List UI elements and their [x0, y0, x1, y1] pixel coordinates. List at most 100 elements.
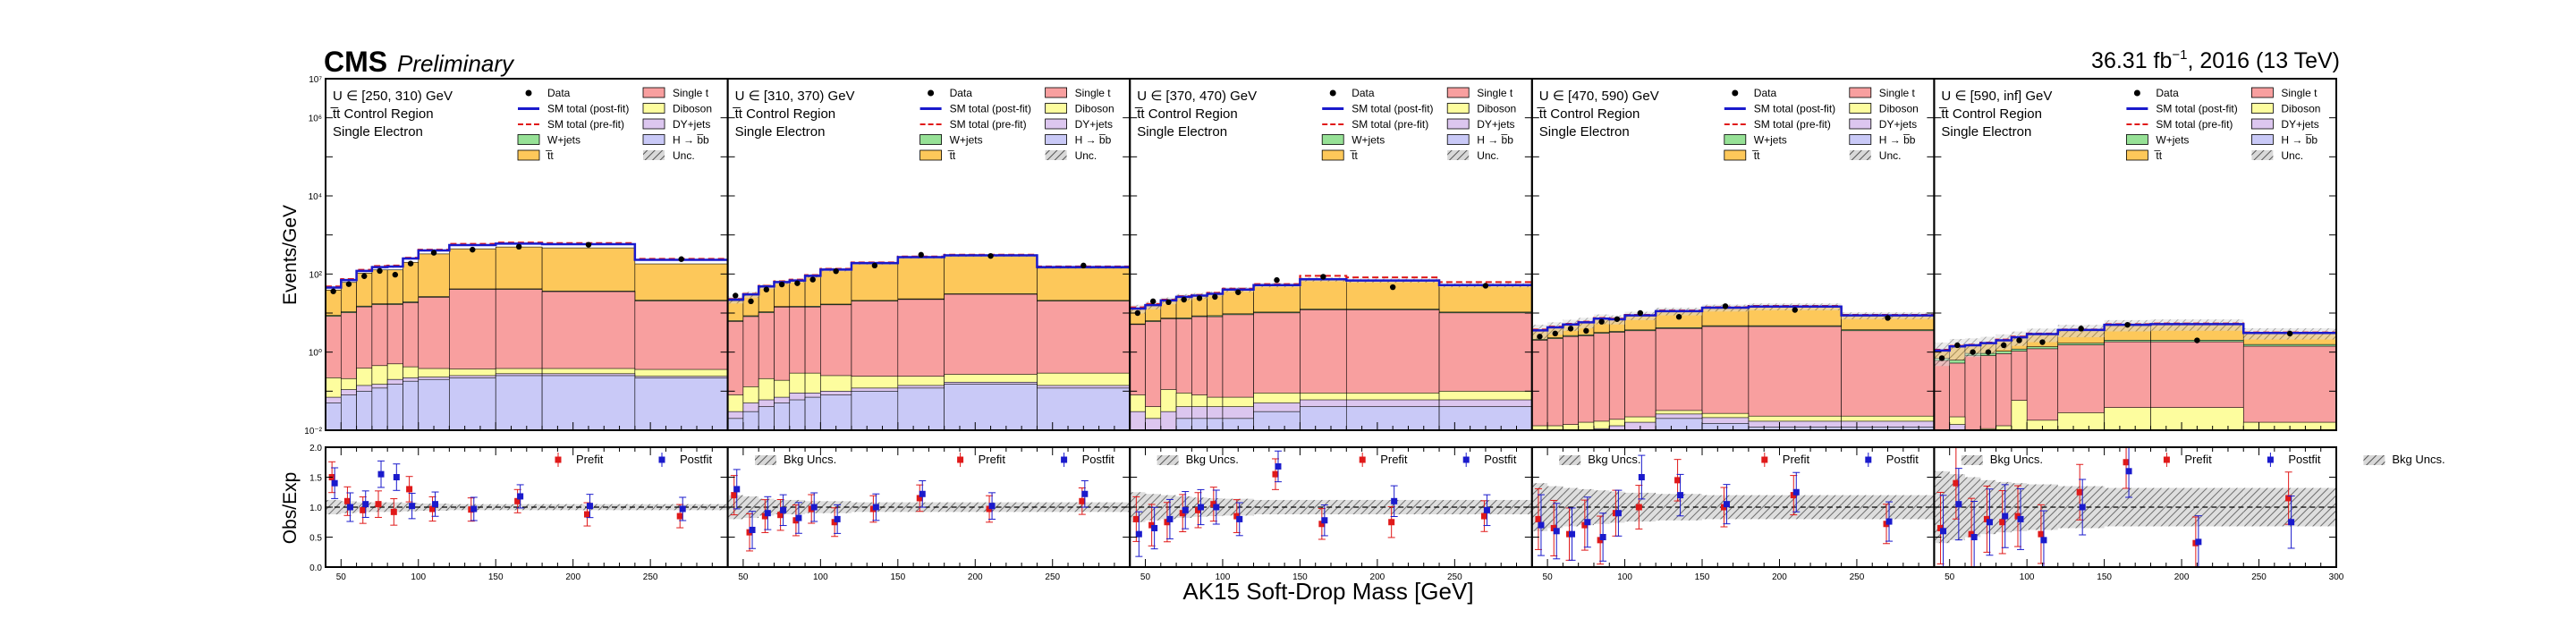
legend-box-ttbar: [1724, 149, 1747, 161]
ratio-point-post_fit: [1792, 488, 1800, 496]
data-point: [809, 276, 816, 283]
data-point: [794, 280, 801, 286]
legend-box-h_bb: [1045, 134, 1067, 145]
legend-box-w_jets: [517, 134, 540, 145]
y-tick-label: 10²: [309, 270, 323, 280]
x-tick-label: 250: [1045, 572, 1060, 582]
ratio-legend-label-pre_fit: Prefit: [1380, 453, 1408, 466]
stack-bar-h_bb: [789, 399, 806, 431]
legend-marker-data: [928, 89, 935, 97]
legend-box-dy_jets: [642, 118, 665, 130]
ratio-y-tick-label: 1.0: [309, 504, 322, 513]
ratio-point-pre_fit: [1999, 519, 2006, 526]
panel-5: U ∈ [590, inf] GeV t̅t Control Region Sing…: [1933, 78, 2445, 582]
data-point: [2286, 330, 2293, 337]
legend-box-ttbar: [919, 149, 942, 161]
unc-band: [1964, 338, 1981, 358]
panel-4: U ∈ [470, 590) GeV t̅t Control Region Sing…: [1530, 78, 2043, 582]
ratio-point-post_fit: [1391, 497, 1398, 504]
data-point: [871, 262, 878, 269]
legend-label-pre_fit: SM total (pre-fit): [950, 118, 1027, 131]
panel-3: U ∈ [370, 470) GeV t̅t Control Region Sing…: [1129, 78, 1640, 582]
legend-label-diboson: Diboson: [1075, 103, 1114, 115]
legend-box-single_t: [2250, 87, 2274, 98]
legend-box-ttbar: [517, 149, 540, 161]
y-axis-title-top: Events/GeV: [280, 205, 301, 305]
legend-label-data: Data: [1754, 87, 1777, 99]
x-tick-label: 300: [2329, 572, 2344, 582]
legend-box-h_bb: [1849, 134, 1872, 145]
legend-label-h_bb: H → b̅b: [673, 134, 709, 147]
ratio-legend-label-pre_fit: Prefit: [979, 453, 1006, 466]
legend-label-single_t: Single t: [2281, 87, 2318, 99]
stack-bar-h_bb: [356, 391, 373, 431]
legend-label-dy_jets: DY+jets: [673, 118, 710, 131]
panel-met-range: U ∈ [590, inf] GeV: [1941, 89, 2052, 104]
ratio-point-pre_fit: [360, 506, 367, 513]
stack-bar-dy_jets: [1145, 418, 1162, 431]
legend-label-dy_jets: DY+jets: [1477, 118, 1514, 131]
y-tick-label: 10⁻²: [304, 427, 322, 436]
ratio-legend-marker: [555, 456, 562, 463]
data-point: [430, 250, 437, 256]
legend-label-unc: Unc.: [2281, 149, 2303, 162]
legend-label-ttbar: t̅t: [2154, 149, 2163, 162]
data-point: [515, 243, 522, 250]
legend-marker-data: [2133, 89, 2140, 97]
stack-bar-h_bb: [897, 387, 945, 431]
ratio-unc-band: [1593, 490, 1610, 524]
x-tick-label: 200: [1772, 572, 1787, 582]
ratio-point-post_fit: [1538, 521, 1545, 529]
ratio-point-pre_fit: [343, 497, 351, 504]
legend-label-pre_fit: SM total (pre-fit): [547, 118, 624, 131]
panel-region: t̅t Control Region: [733, 106, 836, 122]
legend-label-dy_jets: DY+jets: [1075, 118, 1113, 131]
ratio-point-pre_fit: [2123, 459, 2130, 466]
ratio-point-post_fit: [2002, 513, 2009, 520]
x-tick-label: 200: [1370, 572, 1385, 582]
panel-met-range: U ∈ [470, 590) GeV: [1539, 89, 1659, 104]
ratio-legend-box: [1157, 455, 1179, 465]
data-point: [1537, 334, 1543, 340]
stack-bar-h_bb: [541, 375, 636, 431]
panel-channel: Single Electron: [1137, 124, 1227, 140]
legend-label-post_fit: SM total (post-fit): [1352, 103, 1433, 115]
ratio-legend-marker: [2163, 456, 2170, 463]
experiment-label: CMS: [324, 46, 387, 78]
legend-marker-data: [1329, 89, 1336, 97]
x-tick-label: 100: [2020, 572, 2035, 582]
ratio-legend-label-pre_fit: Prefit: [2184, 453, 2212, 466]
legend-box-single_t: [1849, 87, 1872, 98]
legend-label-diboson: Diboson: [2281, 103, 2320, 115]
stack-bar-h_bb: [418, 378, 450, 431]
stack-bar-single_t: [1748, 326, 1842, 431]
ratio-point-post_fit: [1198, 504, 1205, 511]
data-point: [1389, 284, 1396, 291]
status-label: Preliminary: [397, 50, 515, 77]
ratio-legend-label-unc: Bkg Uncs.: [2392, 453, 2445, 466]
ratio-point-pre_fit: [583, 511, 590, 518]
data-point: [1885, 315, 1891, 321]
stack-bar-h_bb: [340, 394, 357, 431]
ratio-point-pre_fit: [429, 505, 436, 513]
post-fit-line: [727, 254, 1131, 301]
legend-label-data: Data: [547, 87, 571, 99]
ratio-legend-marker: [1061, 456, 1068, 463]
panel-channel: Single Electron: [1941, 124, 2031, 140]
legend-box-h_bb: [2250, 134, 2274, 145]
x-tick-label: 200: [565, 572, 580, 582]
ratio-point-post_fit: [1135, 530, 1142, 538]
ratio-point-post_fit: [1151, 524, 1158, 531]
legend-label-h_bb: H → b̅b: [1075, 134, 1112, 147]
data-point: [1181, 296, 1187, 303]
y-tick-label: 10⁰: [309, 349, 322, 359]
data-point: [585, 242, 592, 248]
ratio-point-post_fit: [432, 501, 439, 508]
legend-box-unc: [1849, 150, 1871, 160]
legend-label-h_bb: H → b̅b: [1477, 134, 1513, 147]
lumi-suffix: , 2016 (13 TeV): [2188, 48, 2340, 73]
ratio-point-post_fit: [1614, 510, 1622, 517]
post-fit-line: [326, 242, 728, 289]
ratio-point-post_fit: [1723, 501, 1730, 508]
x-tick-label: 150: [890, 572, 905, 582]
